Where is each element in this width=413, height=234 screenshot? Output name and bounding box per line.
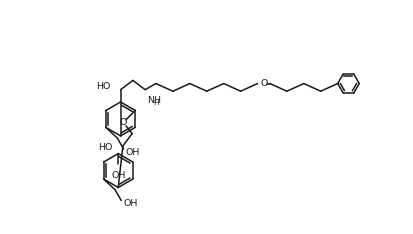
- Text: OH: OH: [126, 148, 140, 157]
- Text: O: O: [259, 79, 267, 88]
- Text: HO: HO: [96, 82, 110, 91]
- Text: O: O: [119, 118, 126, 127]
- Text: H: H: [153, 100, 159, 106]
- Text: NH: NH: [147, 96, 161, 105]
- Text: HO: HO: [97, 143, 112, 152]
- Text: OH: OH: [111, 171, 125, 179]
- Text: OH: OH: [123, 199, 138, 208]
